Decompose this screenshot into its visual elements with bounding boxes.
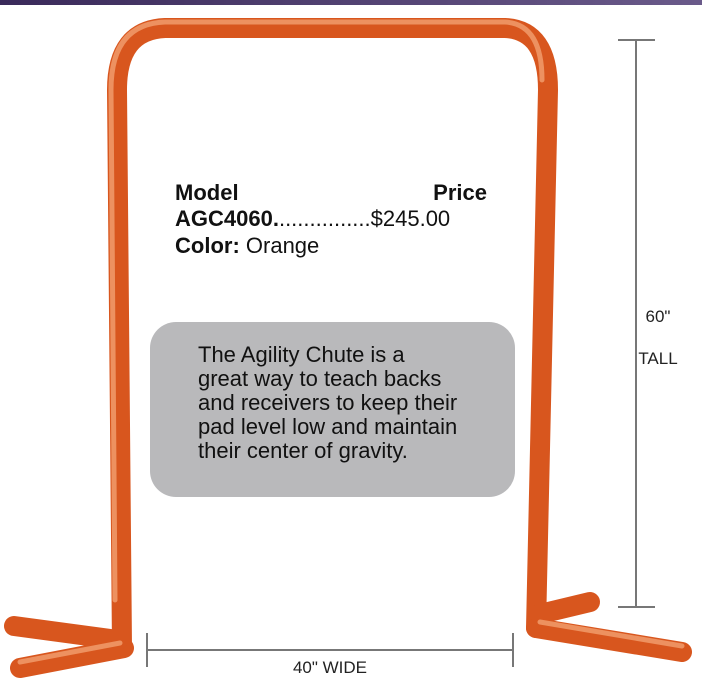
color-line: Color: Orange — [175, 233, 319, 258]
color: Orange — [246, 233, 319, 258]
width-label: 40" WIDE — [293, 658, 367, 677]
description-line: The Agility Chute is a — [198, 342, 405, 367]
price: $245.00 — [371, 206, 451, 231]
top-bar — [0, 0, 702, 5]
product-sheet: 60" TALL 40" WIDE Model Price AGC4060...… — [0, 0, 702, 690]
model: AGC4060. — [175, 206, 279, 231]
price-label: Price — [433, 180, 487, 205]
description-line: great way to teach backs — [198, 366, 441, 391]
height-label: 60" — [646, 307, 671, 326]
leader: ............... — [279, 206, 371, 231]
description-line: their center of gravity. — [198, 438, 408, 463]
description-line: and receivers to keep their — [198, 390, 457, 415]
model-label: Model — [175, 180, 239, 205]
color-label: Color: — [175, 233, 240, 258]
description-line: pad level low and maintain — [198, 414, 457, 439]
model-line: AGC4060................$245.00 — [175, 206, 450, 231]
height-unit: TALL — [638, 349, 677, 368]
